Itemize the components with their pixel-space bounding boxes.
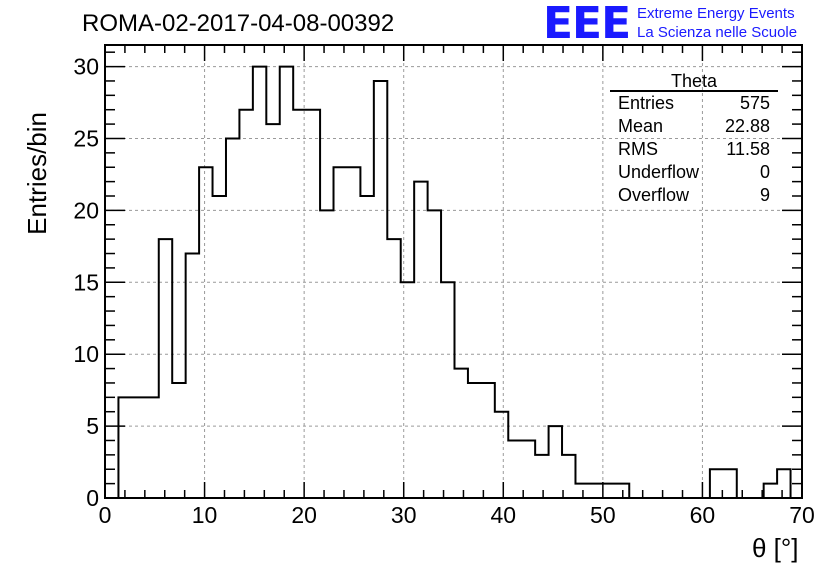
eee-logo: EEE — [543, 0, 631, 49]
stats-row-rms: RMS 11.58 — [610, 138, 778, 161]
stats-name: Theta — [610, 72, 778, 92]
stats-value: 22.88 — [724, 116, 770, 136]
y-tick-label: 30 — [73, 54, 99, 80]
stats-label: Mean — [618, 116, 664, 136]
x-axis-label: θ [°] — [752, 533, 799, 563]
x-tick-label: 70 — [789, 502, 815, 528]
y-tick-label: 0 — [86, 485, 99, 511]
x-tick-label: 0 — [99, 502, 112, 528]
stats-value: 0 — [759, 162, 770, 182]
chart-title: ROMA-02-2017-04-08-00392 — [82, 10, 395, 37]
stats-label: Entries — [618, 93, 675, 113]
x-tick-label: 10 — [192, 502, 218, 528]
stats-row-underflow: Underflow 0 — [610, 161, 778, 184]
stats-value: 9 — [759, 185, 770, 205]
stats-label: Underflow — [618, 162, 700, 182]
x-tick-label: 20 — [291, 502, 317, 528]
stats-value: 575 — [739, 93, 770, 113]
stats-row-mean: Mean 22.88 — [610, 115, 778, 138]
x-tick-label: 50 — [590, 502, 616, 528]
y-axis-label: Entries/bin — [22, 112, 52, 235]
x-tick-label: 40 — [490, 502, 516, 528]
y-tick-label: 15 — [73, 269, 99, 295]
stats-row-entries: Entries 575 — [610, 92, 778, 115]
stats-label: RMS — [618, 139, 658, 159]
logo-line-1: Extreme Energy Events — [637, 5, 795, 22]
x-tick-label: 60 — [690, 502, 716, 528]
stats-value: 11.58 — [726, 139, 770, 159]
y-tick-label: 10 — [73, 341, 99, 367]
stats-label: Overflow — [618, 185, 690, 205]
y-tick-label: 20 — [73, 197, 99, 223]
stats-row-overflow: Overflow 9 — [610, 184, 778, 207]
y-tick-label: 5 — [86, 413, 99, 439]
x-tick-label: 30 — [391, 502, 417, 528]
plot-frame — [104, 44, 803, 499]
y-tick-label: 25 — [73, 125, 99, 151]
logo-line-2: La Scienza nelle Scuole — [637, 24, 798, 41]
axis-ticks — [104, 45, 803, 499]
tick-labels: 0 10 20 30 40 50 60 70 0 5 10 15 20 25 30 — [73, 54, 814, 528]
stats-box: Theta Entries 575 Mean 22.88 RMS 11.58 U… — [610, 72, 778, 207]
